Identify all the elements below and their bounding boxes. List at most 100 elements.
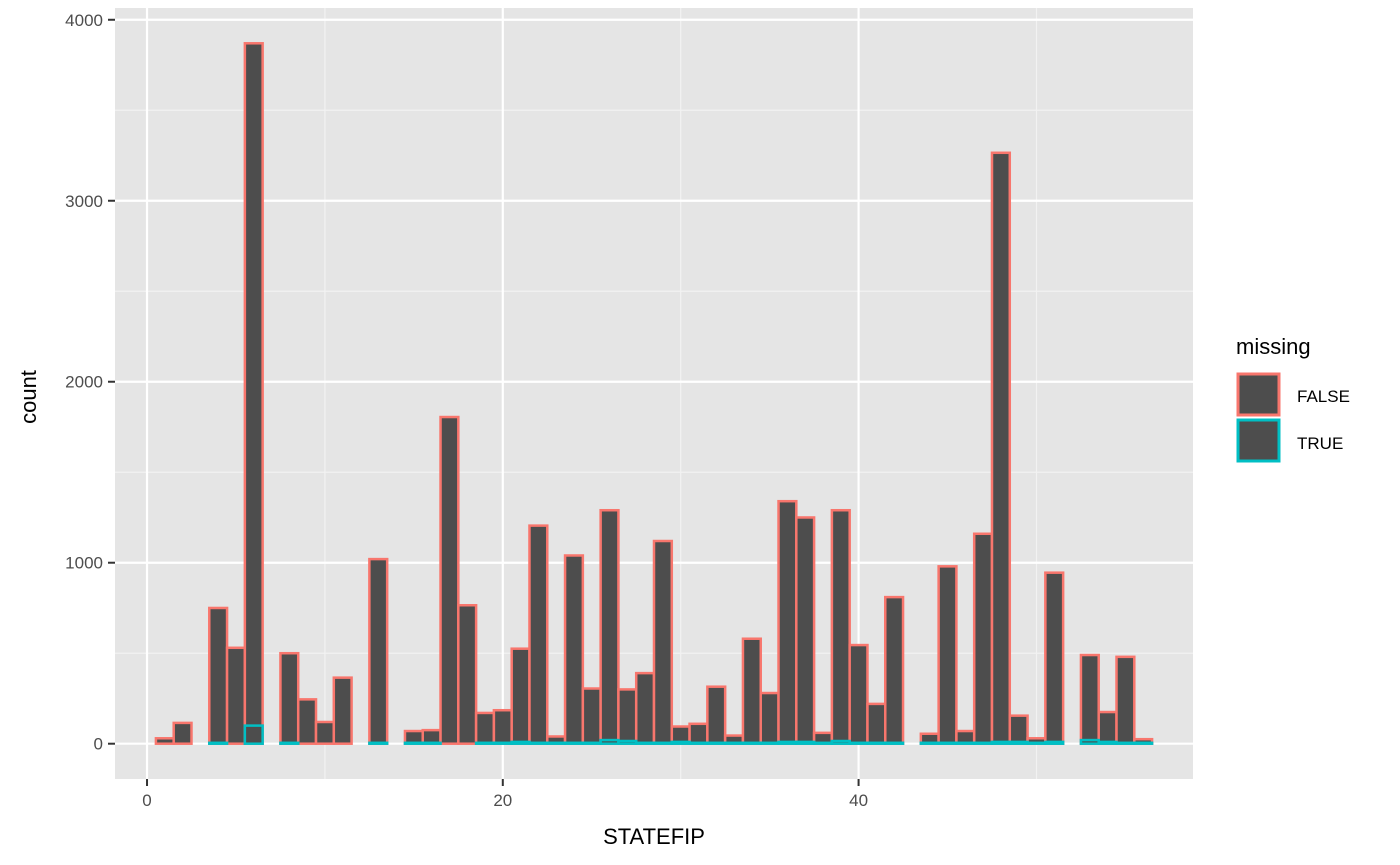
bar-false	[617, 688, 638, 745]
bar-false	[314, 720, 336, 745]
bar-true	[243, 724, 264, 745]
bar-true	[688, 741, 709, 745]
bar-false	[1079, 653, 1100, 745]
bar-false	[972, 532, 994, 745]
bar-true	[474, 741, 496, 745]
bar-false	[795, 516, 816, 745]
bar-true	[546, 741, 567, 745]
bar-false	[706, 685, 727, 745]
bar-false	[510, 647, 531, 745]
x-axis: 0 20 40	[142, 779, 868, 810]
bar-true	[866, 741, 887, 745]
bars-true-series	[208, 724, 1154, 745]
bar-true	[884, 741, 905, 745]
bar-true	[492, 741, 513, 745]
bar-true	[990, 740, 1012, 745]
bar-false	[634, 671, 656, 745]
bar-true	[723, 741, 745, 745]
bar-false	[243, 42, 264, 745]
legend-title: missing	[1236, 334, 1311, 359]
legend-label-true: TRUE	[1297, 434, 1343, 453]
bar-true	[706, 741, 727, 745]
bar-true	[919, 741, 940, 745]
bar-true	[421, 741, 442, 745]
bar-true	[1008, 740, 1029, 745]
bar-true	[1115, 741, 1136, 745]
bar-false	[563, 554, 585, 745]
bar-false	[172, 721, 193, 745]
bar-true	[581, 741, 602, 745]
bar-false	[296, 698, 318, 745]
bar-true	[208, 741, 229, 745]
x-tick-label: 40	[849, 791, 868, 810]
bar-false	[1044, 571, 1065, 745]
bar-false	[848, 643, 869, 745]
x-axis-title: STATEFIP	[603, 824, 705, 849]
legend: missing FALSE TRUE	[1236, 334, 1350, 463]
bar-false	[368, 557, 389, 745]
bar-false	[528, 524, 549, 745]
bar-true	[1133, 741, 1154, 745]
bar-true	[1044, 740, 1065, 745]
bar-false	[208, 606, 229, 745]
bar-true	[368, 741, 389, 745]
bar-false	[741, 637, 762, 745]
bar-false	[457, 604, 478, 745]
bar-false	[1097, 710, 1118, 745]
legend-key-true	[1236, 418, 1281, 463]
bar-true	[510, 740, 531, 745]
y-tick-label: 4000	[65, 11, 103, 30]
bar-true	[599, 738, 620, 745]
bar-true	[741, 741, 762, 745]
bar-false	[439, 415, 460, 745]
bar-false	[759, 691, 780, 745]
bar-false	[332, 676, 353, 745]
bar-false	[279, 651, 300, 745]
bar-true	[759, 741, 780, 745]
x-tick-label: 0	[142, 791, 151, 810]
bars-false-series	[154, 42, 1154, 745]
bar-false	[777, 499, 798, 745]
bar-true	[403, 741, 424, 745]
bar-true	[937, 741, 958, 745]
legend-key-false	[1236, 372, 1281, 417]
bar-true	[670, 740, 691, 745]
bar-true	[955, 741, 976, 745]
bar-false	[492, 708, 513, 745]
bar-true	[972, 741, 994, 745]
y-axis: 0 1000 2000 3000 4000	[65, 11, 115, 754]
bar-false	[884, 595, 905, 745]
bar-true	[652, 741, 674, 745]
bar-true	[795, 740, 816, 745]
bar-false	[990, 151, 1012, 745]
legend-label-false: FALSE	[1297, 387, 1350, 406]
bar-false	[1008, 714, 1029, 745]
y-tick-label: 3000	[65, 192, 103, 211]
bar-false	[830, 508, 851, 745]
y-tick-label: 2000	[65, 373, 103, 392]
bar-true	[1097, 740, 1118, 745]
bar-false	[474, 711, 496, 745]
bar-false	[652, 539, 674, 745]
bar-false	[937, 565, 958, 745]
bar-false	[154, 737, 175, 745]
x-tick-label: 20	[493, 791, 512, 810]
bar-false	[1115, 655, 1136, 745]
bar-true	[777, 740, 798, 745]
bar-false	[581, 687, 602, 745]
bar-false	[688, 722, 709, 745]
bar-true	[634, 741, 656, 745]
bar-true	[617, 739, 638, 745]
bar-true	[528, 741, 549, 745]
bar-false	[866, 702, 887, 745]
bar-true	[563, 741, 585, 745]
bar-true	[1079, 738, 1100, 745]
bar-false	[599, 508, 620, 745]
bar-false	[225, 646, 247, 745]
y-axis-title: count	[16, 370, 41, 424]
bar-true	[848, 741, 869, 745]
bar-true	[830, 739, 851, 745]
y-tick-label: 1000	[65, 554, 103, 573]
bar-true	[1026, 741, 1047, 745]
